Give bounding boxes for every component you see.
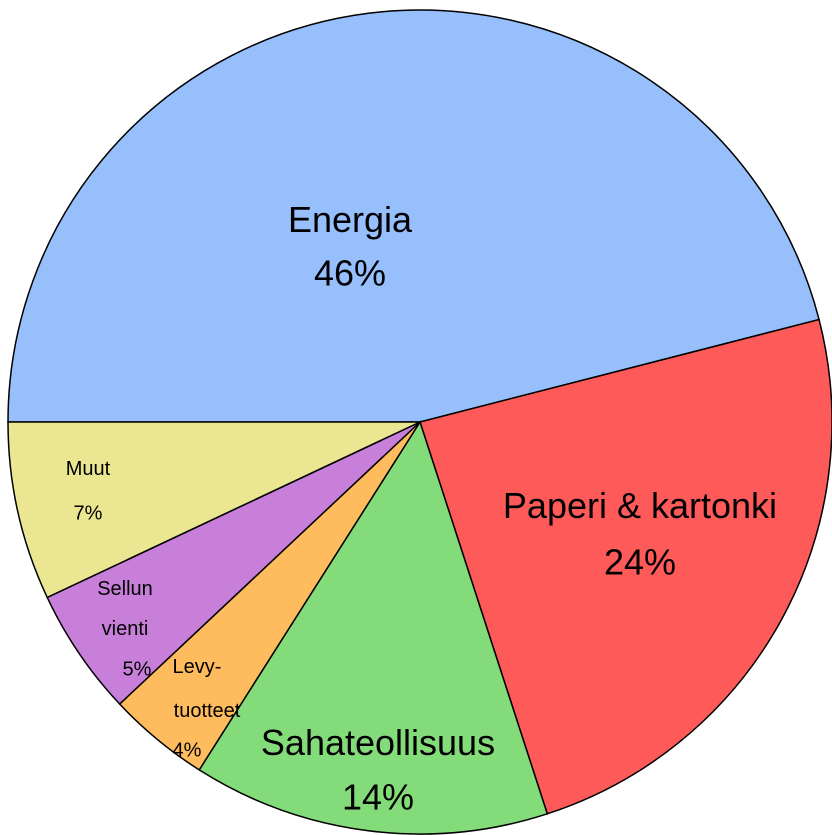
value-label: 24% (604, 542, 676, 583)
label-line: Muut (66, 458, 111, 480)
label-line: vienti (102, 618, 149, 640)
label-line: Levy- (173, 656, 222, 678)
pie-slice (7, 9, 820, 423)
value-label: 14% (342, 777, 414, 818)
pie-slice (7, 421, 421, 599)
label-line: Sellun (97, 578, 153, 600)
value-label: 4% (173, 739, 202, 761)
slice-label: Muut (66, 458, 111, 480)
slice-label: Levy-tuotteet (173, 656, 241, 722)
slice-label: Sellun vienti (97, 578, 153, 640)
value-label: 7% (74, 502, 103, 524)
slice-label: Paperi & kartonki (503, 485, 777, 526)
pie-slice (198, 420, 549, 835)
slice-label: Sahateollisuus (261, 722, 495, 763)
value-label: 5% (123, 658, 152, 680)
slice-label: Energia (288, 199, 413, 240)
value-label: 46% (314, 253, 386, 294)
label-line: Sahateollisuus (261, 722, 495, 763)
label-line: Energia (288, 199, 413, 240)
pie-slice (419, 318, 832, 815)
label-line: tuotteet (174, 700, 241, 722)
label-line: Paperi & kartonki (503, 485, 777, 526)
